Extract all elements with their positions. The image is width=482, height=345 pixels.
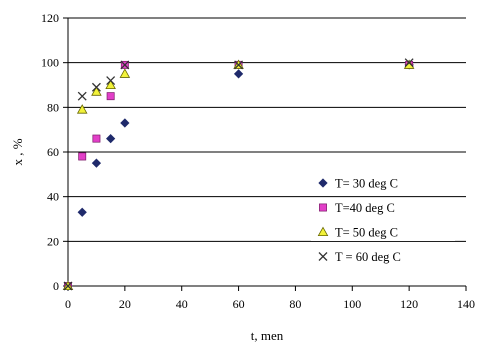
x-axis-label: t, men xyxy=(251,328,284,343)
legend-label: T = 60 deg C xyxy=(335,250,401,264)
data-point xyxy=(120,60,130,70)
data-point xyxy=(78,152,87,161)
data-point xyxy=(63,281,73,291)
data-point xyxy=(119,68,131,78)
data-point xyxy=(106,76,116,85)
data-point xyxy=(76,104,88,114)
legend-entry-bg xyxy=(311,197,455,217)
legend-marker xyxy=(317,226,329,237)
legend-label: T=40 deg C xyxy=(335,201,395,215)
data-point xyxy=(120,118,130,128)
data-point xyxy=(404,58,414,68)
legend-entry-bg xyxy=(311,246,455,266)
x-tick-label: 20 xyxy=(119,297,131,311)
data-point xyxy=(91,86,102,96)
y-tick-label: 120 xyxy=(41,11,59,25)
y-tick-label: 100 xyxy=(41,56,59,70)
y-tick-label: 20 xyxy=(47,234,59,248)
grid-lines xyxy=(68,17,466,242)
data-point xyxy=(105,79,116,89)
y-tick-label: 40 xyxy=(47,190,59,204)
legend-marker xyxy=(318,252,328,261)
data-point xyxy=(106,92,115,101)
x-tick-label: 80 xyxy=(289,297,301,311)
x-tick-label: 0 xyxy=(65,297,71,311)
data-point xyxy=(106,133,116,144)
x-tick-label: 120 xyxy=(400,297,418,311)
y-tick-label: 80 xyxy=(47,100,59,114)
x-tick-label: 100 xyxy=(343,297,361,311)
data-point xyxy=(234,60,244,70)
legend-label: T= 30 deg C xyxy=(335,177,398,191)
x-tick-label: 40 xyxy=(176,297,188,311)
x-tick-label: 60 xyxy=(233,297,245,311)
legend-label: T= 50 deg C xyxy=(335,226,398,240)
x-tick-label: 140 xyxy=(457,297,475,311)
legend-marker xyxy=(319,203,327,212)
legend-entry-bg xyxy=(311,222,455,241)
data-point xyxy=(233,69,244,79)
data-point xyxy=(91,82,101,92)
data-point xyxy=(77,207,87,217)
data-point xyxy=(91,158,102,168)
y-axis-label: x , % xyxy=(10,138,25,165)
y-tick-label: 60 xyxy=(47,145,59,159)
legend: T= 30 deg C T=40 deg C T= 50 deg C T = 60 d… xyxy=(311,173,455,266)
y-tick-labels: 0 20 40 60 80 100 120 xyxy=(41,11,59,293)
data-point xyxy=(92,134,101,143)
legend-marker xyxy=(318,178,328,188)
x-tick-labels: 0 20 40 60 80 100 120 140 xyxy=(65,297,475,311)
series-4 xyxy=(63,58,414,291)
y-tick-label: 0 xyxy=(53,279,59,293)
axes xyxy=(63,17,467,291)
data-points xyxy=(62,58,415,291)
legend-entry-bg xyxy=(311,173,455,192)
data-point xyxy=(77,91,87,101)
